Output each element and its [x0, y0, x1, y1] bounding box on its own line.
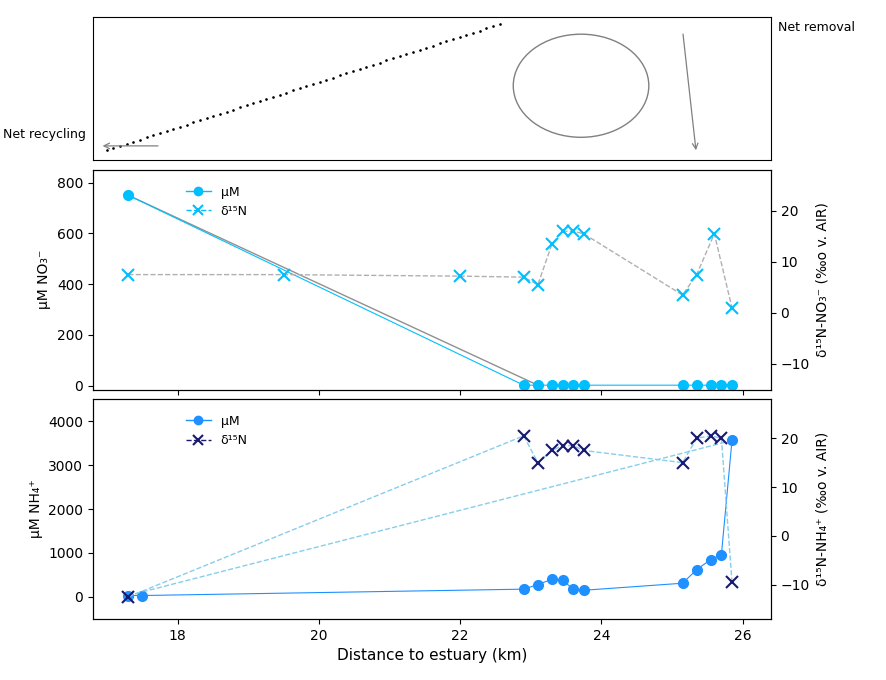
X-axis label: Distance to estuary (km): Distance to estuary (km)	[337, 648, 527, 663]
Y-axis label: μM NO₃⁻: μM NO₃⁻	[37, 250, 51, 309]
Y-axis label: δ¹⁵N-NO₃⁻ (‰o v. AIR): δ¹⁵N-NO₃⁻ (‰o v. AIR)	[815, 202, 829, 357]
Text: Net removal: Net removal	[778, 21, 855, 34]
Text: Net recycling: Net recycling	[4, 128, 86, 141]
Y-axis label: μM NH₄⁺: μM NH₄⁺	[28, 479, 43, 539]
Legend: μM, δ¹⁵N: μM, δ¹⁵N	[181, 410, 253, 452]
Legend: μM, δ¹⁵N: μM, δ¹⁵N	[181, 181, 253, 223]
Y-axis label: δ¹⁵N-NH₄⁺ (‰o v. AIR): δ¹⁵N-NH₄⁺ (‰o v. AIR)	[815, 432, 829, 586]
